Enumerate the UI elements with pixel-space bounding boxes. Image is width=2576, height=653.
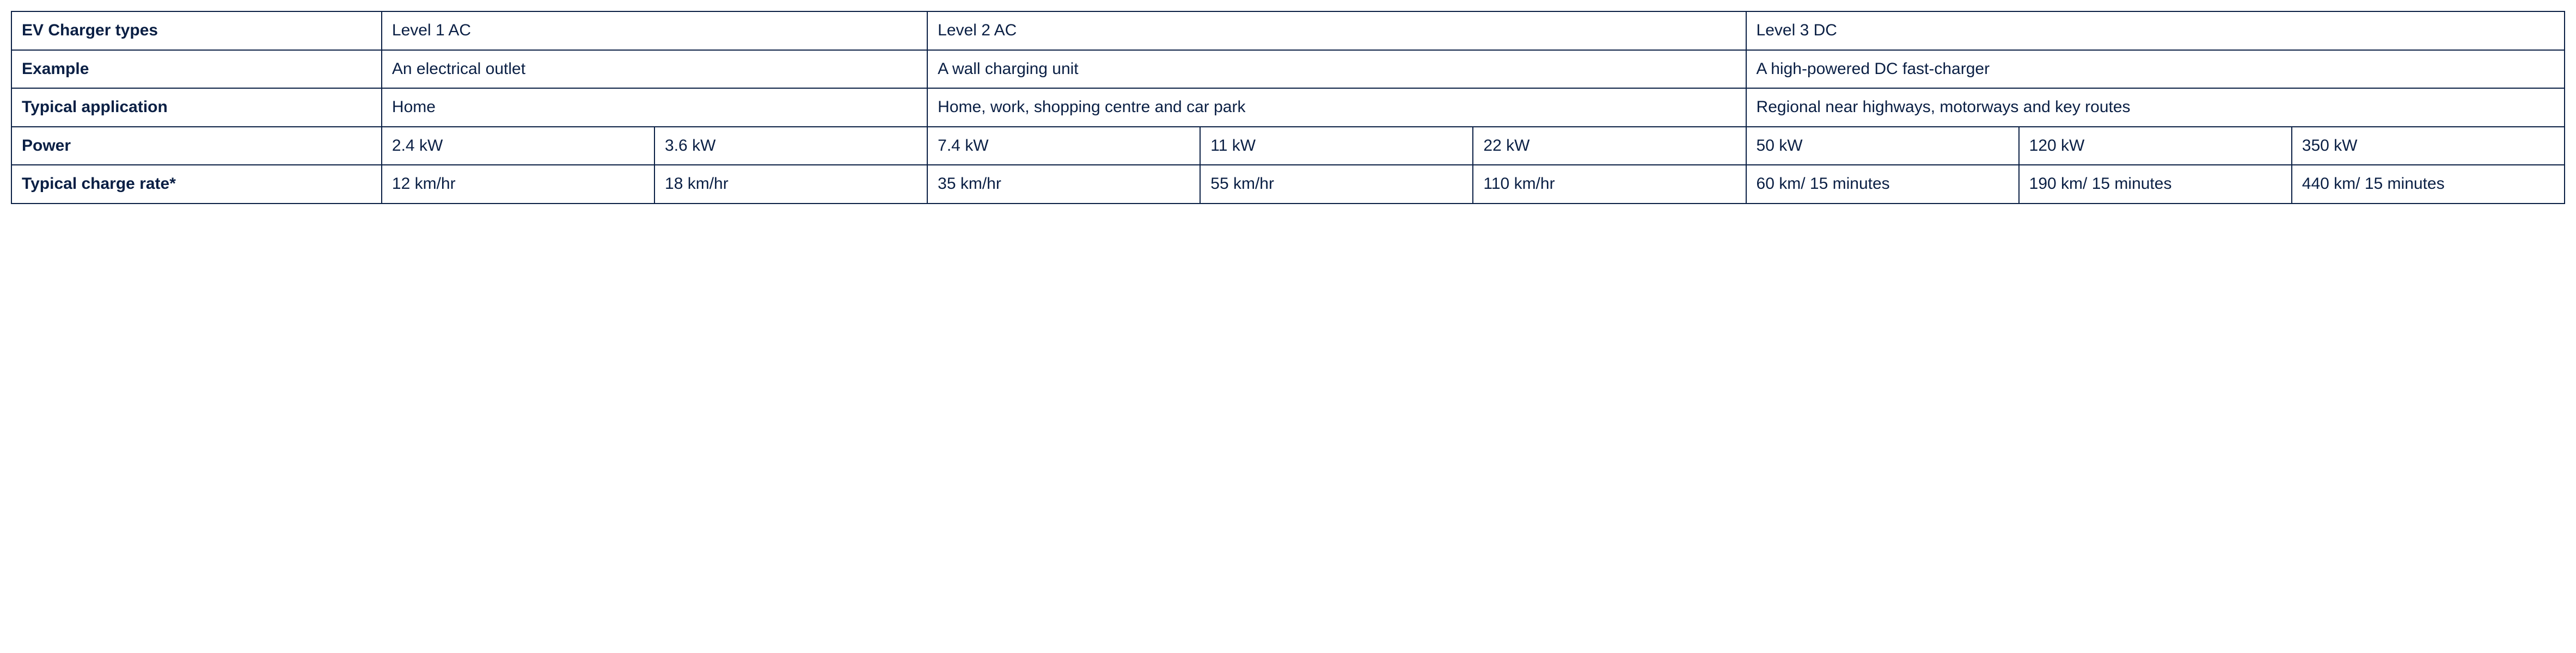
cell-power-3: 11 kW: [1200, 127, 1473, 165]
cell-rate-7: 440 km/ 15 minutes: [2292, 165, 2565, 204]
cell-level1-type: Level 1 AC: [382, 11, 927, 50]
cell-level2-application: Home, work, shopping centre and car park: [927, 88, 1746, 127]
cell-rate-4: 110 km/hr: [1473, 165, 1746, 204]
table-row: Typical charge rate* 12 km/hr 18 km/hr 3…: [11, 165, 2565, 204]
cell-level1-example: An electrical outlet: [382, 50, 927, 89]
cell-power-2: 7.4 kW: [927, 127, 1200, 165]
cell-rate-2: 35 km/hr: [927, 165, 1200, 204]
cell-power-5: 50 kW: [1746, 127, 2019, 165]
cell-power-0: 2.4 kW: [382, 127, 654, 165]
cell-level3-example: A high-powered DC fast-charger: [1746, 50, 2565, 89]
cell-power-7: 350 kW: [2292, 127, 2565, 165]
table-row: Power 2.4 kW 3.6 kW 7.4 kW 11 kW 22 kW 5…: [11, 127, 2565, 165]
ev-charger-table: EV Charger types Level 1 AC Level 2 AC L…: [11, 11, 2565, 204]
cell-level1-application: Home: [382, 88, 927, 127]
row-label-application: Typical application: [11, 88, 382, 127]
row-label-example: Example: [11, 50, 382, 89]
row-label-charger-types: EV Charger types: [11, 11, 382, 50]
cell-rate-6: 190 km/ 15 minutes: [2019, 165, 2292, 204]
cell-level2-type: Level 2 AC: [927, 11, 1746, 50]
cell-level3-type: Level 3 DC: [1746, 11, 2565, 50]
table-row: Example An electrical outlet A wall char…: [11, 50, 2565, 89]
cell-level3-application: Regional near highways, motorways and ke…: [1746, 88, 2565, 127]
cell-power-4: 22 kW: [1473, 127, 1746, 165]
row-label-charge-rate: Typical charge rate*: [11, 165, 382, 204]
table-row: Typical application Home Home, work, sho…: [11, 88, 2565, 127]
row-label-power: Power: [11, 127, 382, 165]
cell-level2-example: A wall charging unit: [927, 50, 1746, 89]
cell-rate-3: 55 km/hr: [1200, 165, 1473, 204]
cell-power-1: 3.6 kW: [654, 127, 927, 165]
cell-power-6: 120 kW: [2019, 127, 2292, 165]
cell-rate-0: 12 km/hr: [382, 165, 654, 204]
cell-rate-1: 18 km/hr: [654, 165, 927, 204]
cell-rate-5: 60 km/ 15 minutes: [1746, 165, 2019, 204]
table-row: EV Charger types Level 1 AC Level 2 AC L…: [11, 11, 2565, 50]
